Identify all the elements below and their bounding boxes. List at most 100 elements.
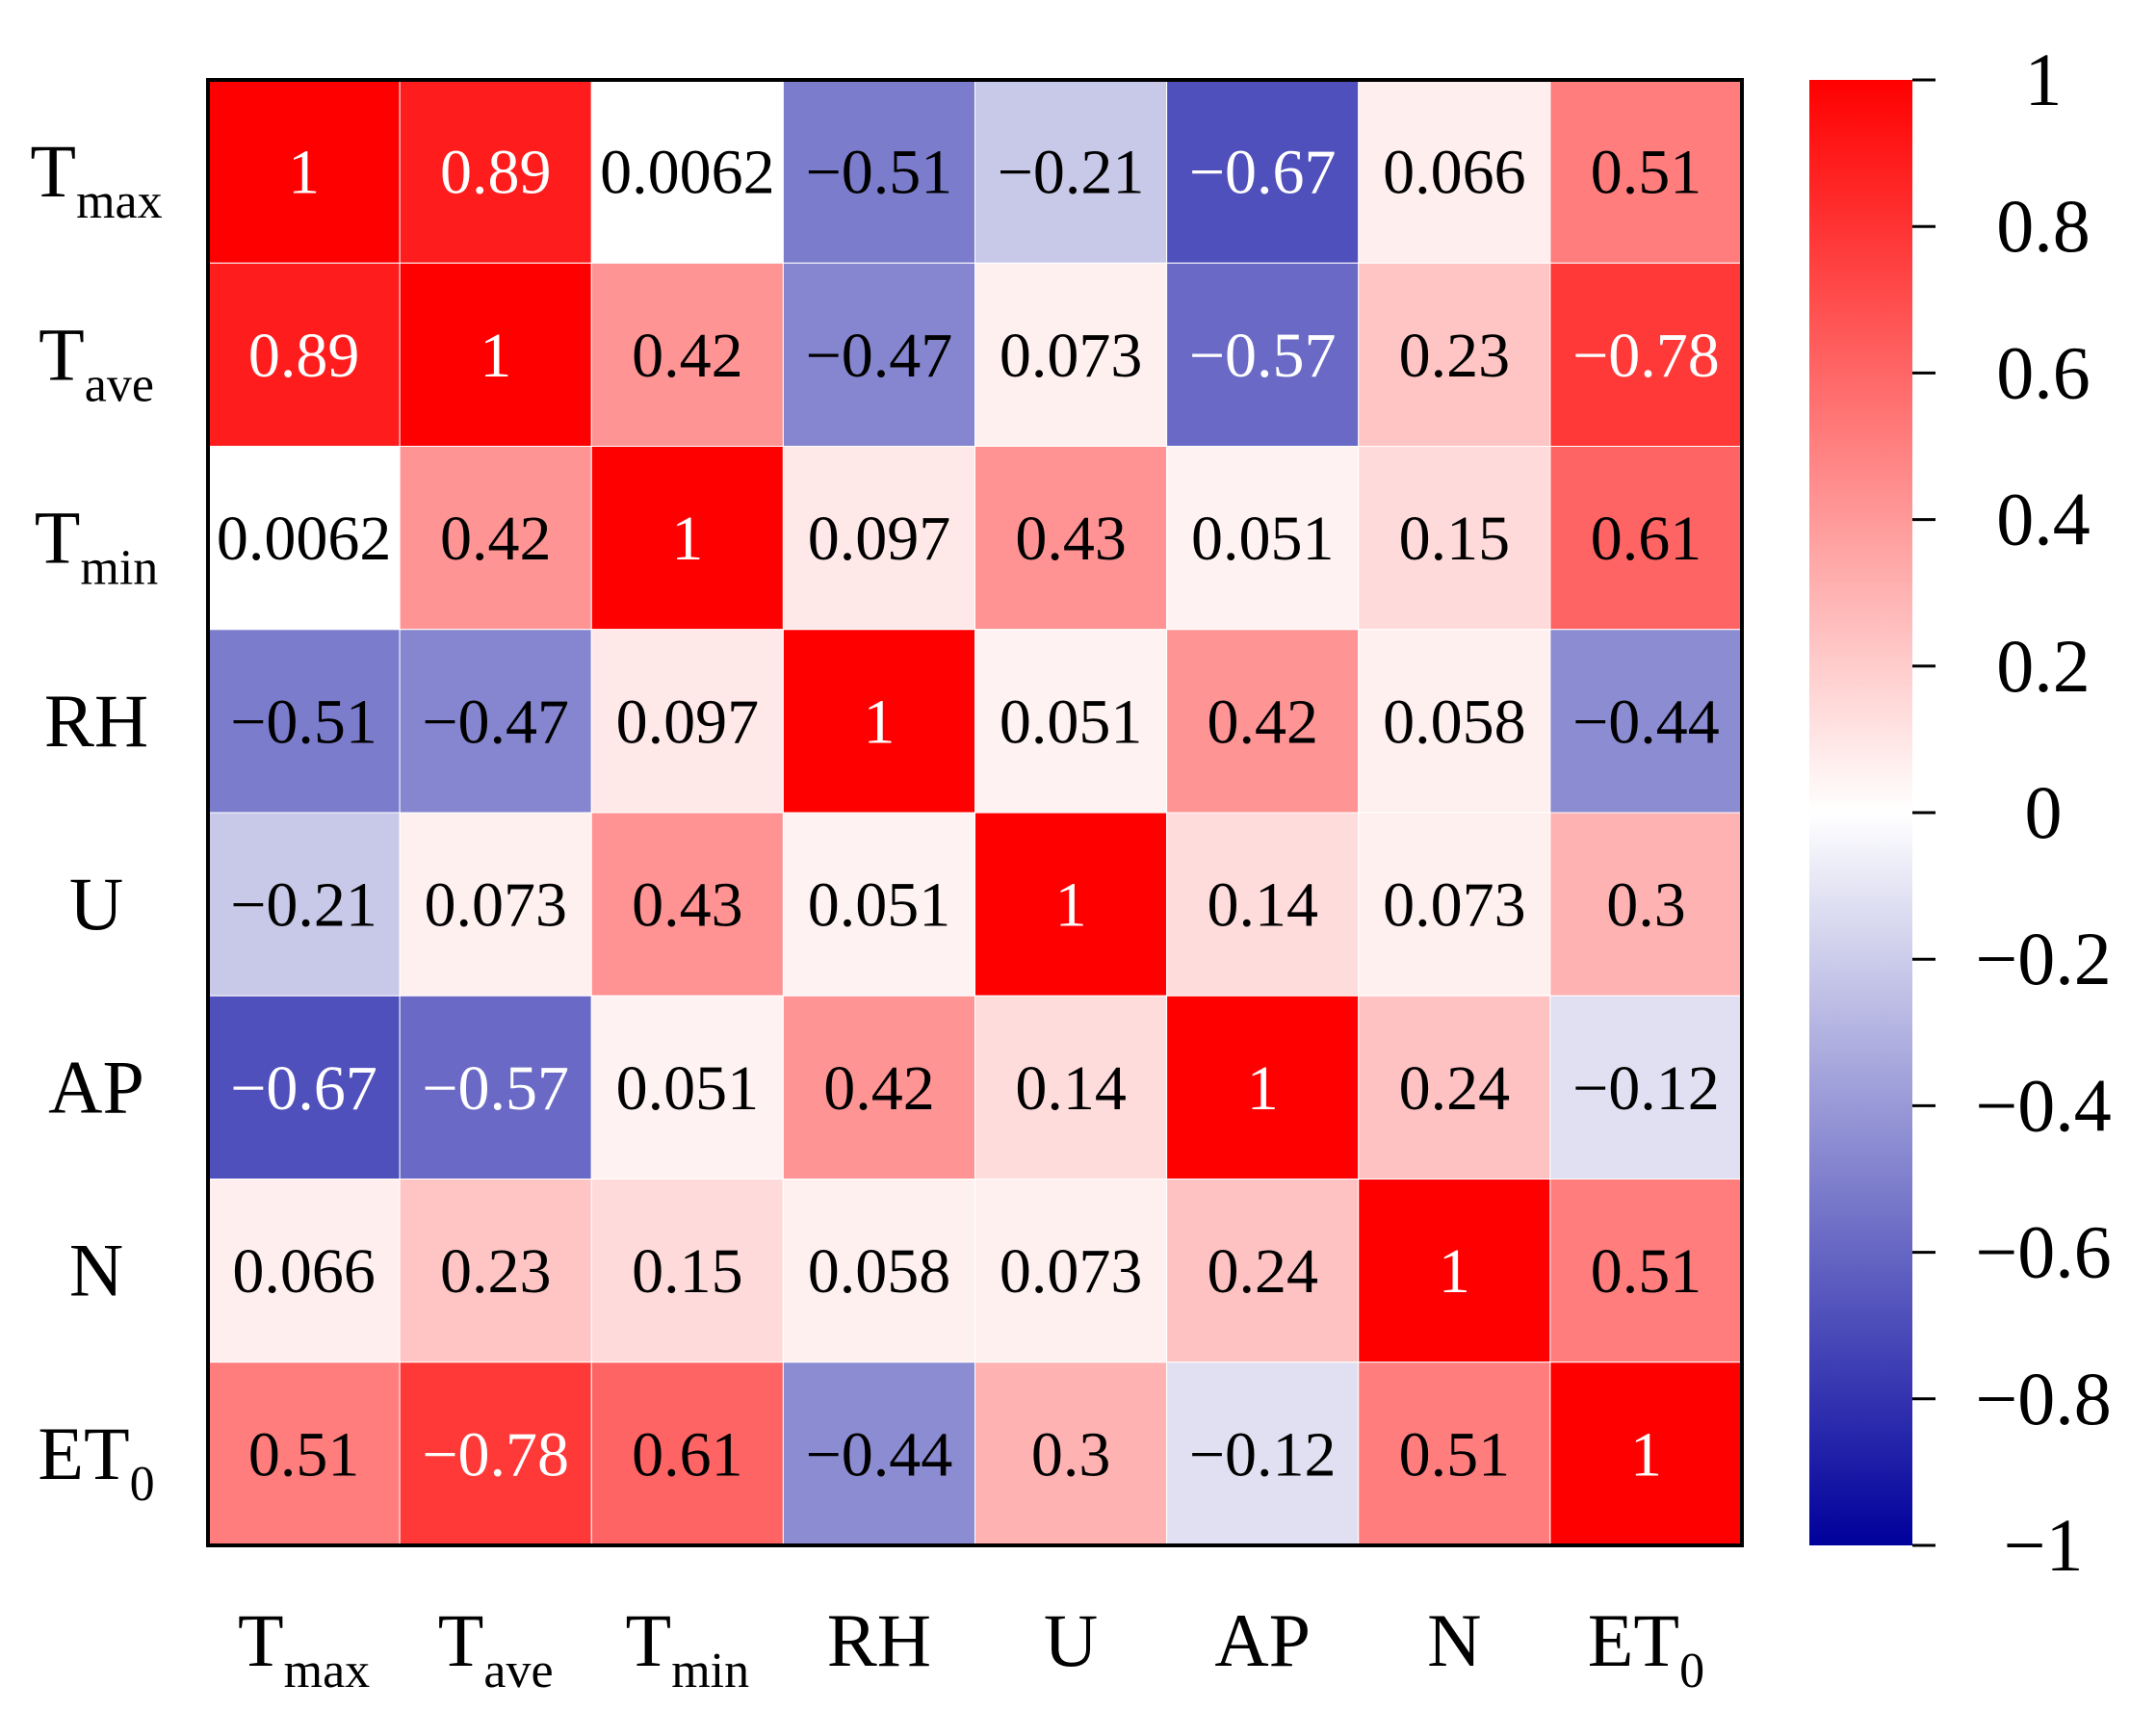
heatmap-cell (782, 262, 975, 447)
heatmap-cell (782, 79, 975, 264)
cell-value-label: 0.23 (440, 1236, 552, 1307)
heatmap-cell (1358, 79, 1551, 264)
cell-value-label: 0.051 (1191, 504, 1335, 574)
cell-value-label: 0.0062 (217, 504, 392, 574)
cell-value-label: 0.89 (440, 138, 552, 208)
cell-value-label: 1 (863, 687, 895, 757)
cell-value-label: 0.23 (1399, 321, 1511, 391)
heatmap-cell (590, 629, 784, 814)
heatmap-cell (1166, 446, 1360, 631)
cell-value-label: −0.21 (998, 138, 1145, 208)
cell-value-label: 0.097 (616, 687, 760, 757)
cell-value-label: 0.073 (1000, 321, 1143, 391)
cell-value-label: −0.21 (230, 870, 377, 941)
heatmap-cell (399, 812, 592, 997)
heatmap-cell (207, 446, 401, 631)
y-axis-label: ET0 (38, 1412, 154, 1512)
heatmap-cell (590, 446, 784, 631)
heatmap-cell (399, 1179, 592, 1363)
cell-value-label: 0.097 (808, 504, 951, 574)
heatmap-cell (974, 629, 1168, 814)
cell-value-label: −0.67 (230, 1053, 377, 1124)
heatmap-cell (1166, 995, 1360, 1180)
cell-value-label: 0.14 (1207, 870, 1318, 941)
cell-value-label: 0.15 (1399, 504, 1511, 574)
cell-value-label: 0.43 (1015, 504, 1127, 574)
cell-value-label: 0.066 (232, 1236, 376, 1307)
heatmap-cells (207, 79, 1743, 1546)
cell-value-label: −0.47 (806, 321, 953, 391)
heatmap-cell (399, 262, 592, 447)
cell-value-label: −0.78 (1572, 321, 1720, 391)
cell-value-label: 1 (1055, 870, 1087, 941)
cell-value-label: 0.51 (1591, 138, 1702, 208)
heatmap-cell (974, 1179, 1168, 1363)
cell-value-label: 0.42 (823, 1053, 935, 1124)
cell-value-label: −0.12 (1572, 1053, 1720, 1124)
colorbar-tick-label: 0.2 (1996, 624, 2091, 708)
x-axis-label: U (1044, 1598, 1098, 1682)
cell-value-label: 0.51 (248, 1419, 360, 1490)
heatmap-cell (1549, 79, 1743, 264)
heatmap-cell (782, 629, 975, 814)
heatmap-cell (974, 262, 1168, 447)
cell-value-label: 0.42 (632, 321, 743, 391)
cell-value-label: 0.24 (1399, 1053, 1511, 1124)
heatmap-cell (590, 1361, 784, 1546)
cell-value-label: −0.44 (806, 1419, 953, 1490)
cell-value-label: −0.12 (1189, 1419, 1337, 1490)
heatmap-cell (1166, 262, 1360, 447)
x-axis-label: Tmin (626, 1598, 750, 1698)
heatmap-cell (782, 995, 975, 1180)
heatmap-cell (207, 79, 401, 264)
cell-value-label: −0.67 (1189, 138, 1337, 208)
heatmap-cell-labels: 1 0.89 0.0062 −0.51 −0.21 −0.67 0.066 0.51 0.89 1… (217, 138, 1720, 1491)
cell-value-label: 0.14 (1015, 1053, 1127, 1124)
cell-value-label: 0.89 (248, 321, 360, 391)
heatmap-cell (590, 995, 784, 1180)
colorbar-tick-label: 1 (2025, 38, 2063, 121)
cell-value-label: 1 (1247, 1053, 1279, 1124)
colorbar-tick-label: −0.4 (1975, 1063, 2112, 1147)
heatmap-cell (1166, 812, 1360, 997)
cell-value-label: 0.43 (632, 870, 743, 941)
cell-value-label: −0.51 (806, 138, 953, 208)
heatmap-cell (1166, 1179, 1360, 1363)
colorbar-tick-label: −0.8 (1975, 1357, 2112, 1440)
heatmap-cell (1358, 812, 1551, 997)
y-axis-label: N (69, 1229, 123, 1312)
heatmap-cell (974, 79, 1168, 264)
heatmap-cell (207, 629, 401, 814)
heatmap-cell (399, 79, 592, 264)
cell-value-label: −0.51 (230, 687, 377, 757)
cell-value-label: −0.57 (1189, 321, 1337, 391)
x-axis-label: Tave (438, 1598, 554, 1698)
cell-value-label: 1 (288, 138, 320, 208)
cell-value-label: 0.3 (1606, 870, 1686, 941)
y-axis-label: Tmax (30, 129, 162, 229)
y-axis-label: Tmin (35, 496, 159, 596)
cell-value-label: 0.61 (632, 1419, 743, 1490)
cell-value-label: 0.0062 (600, 138, 775, 208)
cell-value-label: −0.47 (422, 687, 569, 757)
cell-value-label: 0.058 (1383, 687, 1526, 757)
x-axis-label: RH (827, 1598, 931, 1682)
cell-value-label: 1 (671, 504, 703, 574)
heatmap-cell (1358, 995, 1551, 1180)
cell-value-label: −0.44 (1572, 687, 1720, 757)
y-axis-label: U (69, 862, 123, 946)
cell-value-label: 0.066 (1383, 138, 1526, 208)
heatmap-cell (399, 629, 592, 814)
cell-value-label: 0.3 (1031, 1419, 1111, 1490)
colorbar-tick-label: 0 (2025, 770, 2063, 854)
heatmap-cell (1166, 1361, 1360, 1546)
heatmap-cell (590, 812, 784, 997)
cell-value-label: 0.073 (424, 870, 567, 941)
heatmap-cell (1358, 262, 1551, 447)
heatmap-cell (974, 1361, 1168, 1546)
cell-value-label: −0.78 (422, 1419, 569, 1490)
heatmap-cell (1549, 1361, 1743, 1546)
cell-value-label: 0.15 (632, 1236, 743, 1307)
x-axis-label: N (1427, 1598, 1481, 1682)
cell-value-label: 0.073 (1383, 870, 1526, 941)
